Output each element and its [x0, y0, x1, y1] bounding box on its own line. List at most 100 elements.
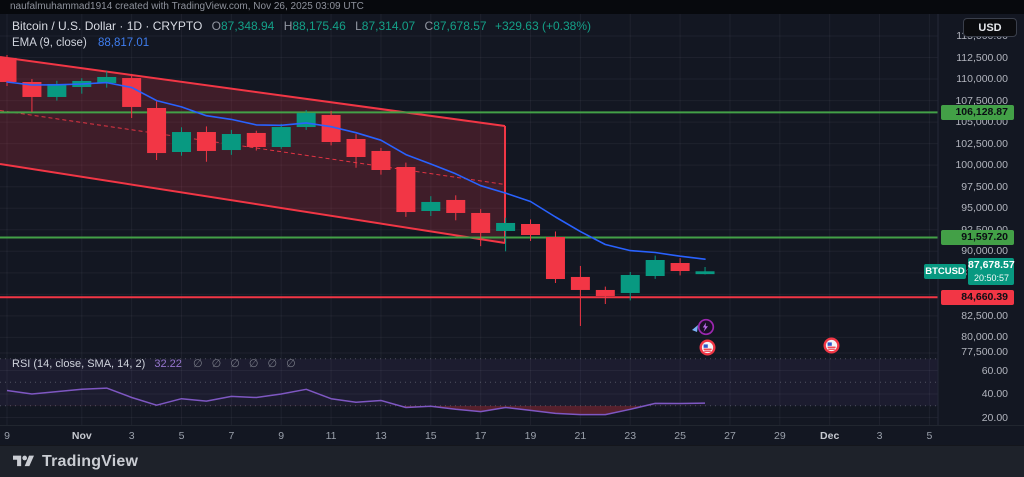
rsi-value: 32.22	[154, 358, 182, 370]
last-price-symbol-badge: BTCUSD	[924, 263, 966, 279]
change-value: +329.63 (+0.38%)	[494, 19, 592, 33]
candle-body[interactable]	[0, 57, 17, 82]
bar-countdown: 20:50:57	[973, 273, 1009, 284]
price-tick-label[interactable]: 100,000.00	[955, 159, 1008, 172]
attribution-text: naufalmuhammad1914 created with TradingV…	[10, 1, 364, 12]
rsi-tick-label[interactable]: 20.00	[981, 411, 1008, 424]
ema-line	[6, 81, 706, 261]
candle-body[interactable]	[371, 150, 391, 171]
candle-body[interactable]	[521, 223, 541, 236]
low-value: 87,314.07	[361, 19, 416, 33]
rsi-tick-label[interactable]: 60.00	[981, 364, 1008, 377]
candle-body[interactable]	[421, 201, 441, 211]
candle-body[interactable]	[396, 166, 416, 213]
tradingview-logo-icon[interactable]	[13, 452, 34, 471]
candle-body[interactable]	[246, 132, 266, 148]
candle-body[interactable]	[221, 134, 241, 151]
time-tick-label[interactable]: 19	[524, 430, 537, 442]
channel-bottom-line	[0, 163, 506, 244]
price-line-badge: 106,128.87	[941, 104, 1014, 120]
price-tick-label[interactable]: 102,500.00	[955, 137, 1008, 150]
price-tick-label[interactable]: 112,500.00	[956, 51, 1008, 64]
open-value: 87,348.94	[220, 19, 275, 33]
last-price-badge: 87,678.57 20:50:57	[968, 258, 1015, 286]
time-tick-label[interactable]: 21	[574, 430, 587, 442]
last-price-value: 87,678.57	[968, 259, 1015, 272]
channel-top-line	[0, 56, 506, 127]
price-tick-label[interactable]: 82,500.00	[961, 309, 1008, 322]
candle-body[interactable]	[97, 76, 117, 84]
time-tick-label[interactable]: 15	[424, 430, 437, 442]
candle-body[interactable]	[545, 237, 565, 280]
rsi-legend-row[interactable]: RSI (14, close, SMA, 14, 2) 32.22 ∅ ∅ ∅ …	[12, 357, 299, 370]
time-tick-label[interactable]: Nov	[71, 430, 92, 442]
time-tick-label[interactable]: 5	[926, 430, 933, 442]
currency-usd-button[interactable]: USD	[963, 18, 1017, 37]
economic-event-flag-icon[interactable]	[822, 336, 840, 359]
candle-body[interactable]	[346, 138, 366, 157]
ema-value: 88,817.01	[97, 37, 150, 49]
ema-legend-row[interactable]: EMA (9, close) 88,817.01	[12, 37, 591, 49]
candle-body[interactable]	[271, 127, 291, 148]
time-tick-label[interactable]: 9	[4, 430, 10, 442]
candle-body[interactable]	[670, 263, 690, 272]
tradingview-wordmark[interactable]: TradingView	[42, 452, 139, 470]
candle-body[interactable]	[122, 78, 142, 107]
candle-body[interactable]	[695, 271, 715, 275]
time-tick-label[interactable]: 9	[278, 430, 285, 442]
time-tick-label[interactable]: 11	[325, 430, 337, 442]
candle-body[interactable]	[570, 276, 590, 290]
time-axis[interactable]: 9 Nov 3 5 7 9 11 13 15 17 19 21 23 25 27 29 Dec 3 5	[0, 425, 1024, 445]
time-tick-label[interactable]: 29	[773, 430, 786, 442]
candle-body[interactable]	[496, 222, 516, 231]
time-tick-label[interactable]: 3	[876, 430, 883, 442]
time-tick-label[interactable]: 23	[624, 430, 637, 442]
rsi-empty-values: ∅ ∅ ∅ ∅ ∅ ∅	[192, 358, 299, 370]
time-tick-label[interactable]: 5	[178, 430, 185, 442]
price-line-badge: 91,597.20	[941, 230, 1014, 246]
ema-title: EMA (9, close)	[12, 37, 87, 49]
candle-body[interactable]	[47, 83, 67, 97]
close-label: C	[424, 19, 434, 33]
open-label: O	[211, 19, 221, 33]
rsi-oversold-fill	[7, 405, 706, 415]
time-tick-label[interactable]: Dec	[820, 430, 840, 442]
candle-body[interactable]	[645, 259, 665, 277]
rsi-line	[6, 387, 706, 416]
economic-event-flag-icon[interactable]	[698, 338, 716, 361]
candle-body[interactable]	[471, 212, 491, 233]
symbol-legend[interactable]: Bitcoin / U.S. Dollar · 1D · CRYPTO O87,…	[12, 19, 591, 49]
candle-body[interactable]	[321, 114, 341, 143]
price-tick-label[interactable]: 107,500.00	[955, 94, 1008, 107]
candle-body[interactable]	[196, 132, 216, 151]
price-tick-label[interactable]: 77,500.00	[961, 346, 1008, 358]
low-label: L	[355, 19, 362, 33]
candle-body[interactable]	[172, 132, 192, 153]
rsi-tick-label[interactable]: 40.00	[981, 388, 1008, 400]
price-line-badge: 84,660.39	[941, 289, 1014, 305]
symbol-title: Bitcoin / U.S. Dollar · 1D · CRYPTO	[12, 19, 203, 33]
high-label: H	[283, 19, 293, 33]
time-tick-label[interactable]: 7	[228, 430, 235, 442]
stream-marker-icon[interactable]	[690, 318, 716, 343]
candle-body[interactable]	[446, 199, 466, 213]
symbol-legend-row[interactable]: Bitcoin / U.S. Dollar · 1D · CRYPTO O87,…	[12, 19, 591, 33]
price-tick-label[interactable]: 97,500.00	[961, 180, 1008, 193]
candle-body[interactable]	[147, 107, 167, 154]
time-tick-label[interactable]: 27	[724, 430, 736, 442]
close-value: 87,678.57	[433, 19, 487, 33]
candle-body[interactable]	[620, 274, 640, 293]
time-tick-label[interactable]: 17	[474, 430, 487, 442]
price-tick-label[interactable]: 80,000.00	[961, 331, 1008, 344]
price-tick-label[interactable]: 110,000.00	[956, 73, 1008, 86]
candle-body[interactable]	[296, 112, 316, 128]
attribution-bar: naufalmuhammad1914 created with TradingV…	[0, 0, 1024, 14]
candle-body[interactable]	[595, 289, 615, 296]
price-tick-label[interactable]: 95,000.00	[961, 202, 1008, 215]
time-tick-label[interactable]: 13	[375, 430, 387, 442]
time-tick-label[interactable]: 25	[674, 430, 686, 442]
time-tick-label[interactable]: 3	[128, 430, 135, 442]
price-tick-label[interactable]: 90,000.00	[961, 245, 1008, 258]
